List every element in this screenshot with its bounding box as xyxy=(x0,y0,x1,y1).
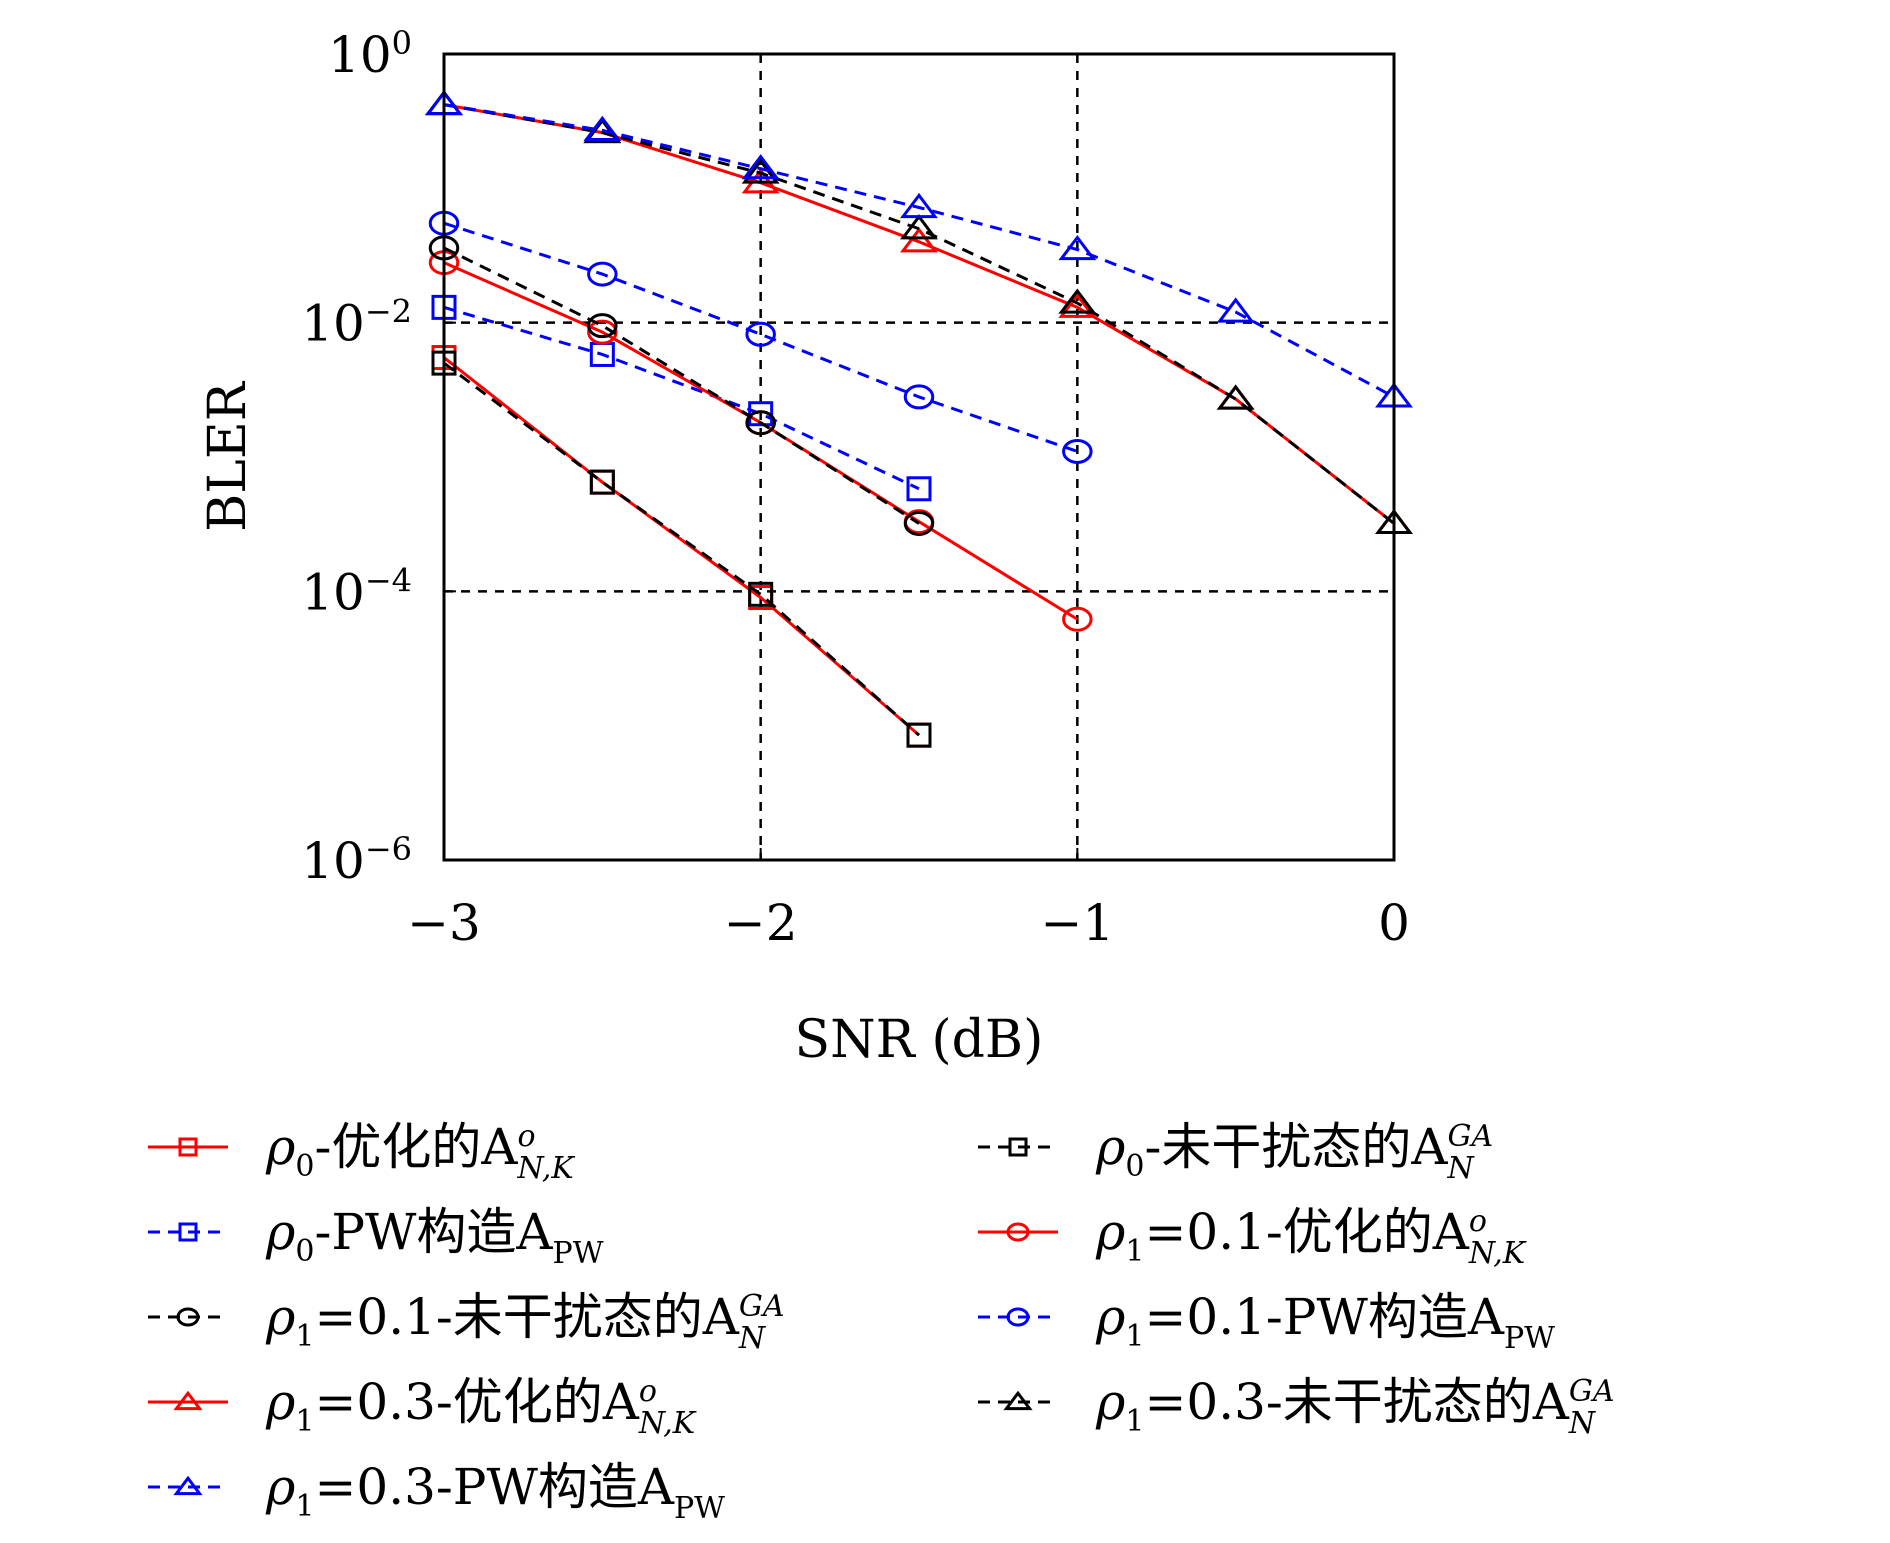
x-tick-label: −3 xyxy=(407,894,481,952)
legend-marker xyxy=(1008,1137,1028,1157)
data-point xyxy=(900,227,938,253)
data-point xyxy=(748,581,774,607)
x-axis-label: SNR (dB) xyxy=(795,1010,1044,1070)
data-point xyxy=(583,115,622,141)
legend-label: ρ1=0.3-优化的Ao N,K xyxy=(265,1373,697,1441)
data-point xyxy=(745,410,776,436)
x-tick-label: −2 xyxy=(724,894,798,952)
data-point xyxy=(1058,288,1097,314)
legend-marker xyxy=(1006,1222,1030,1242)
y-axis-ticks: 100 10−2 10−4 10−6 xyxy=(301,24,456,890)
data-point xyxy=(1216,384,1255,410)
series-line xyxy=(443,103,1395,525)
legend-label: ρ1=0.1-未干扰态的AGA N xyxy=(265,1288,785,1356)
data-point xyxy=(1062,606,1093,632)
x-tick-label: 0 xyxy=(1378,894,1410,952)
legend-marker xyxy=(178,1137,198,1157)
legend-item-s3: ρ0-PW构造APW xyxy=(148,1203,604,1271)
data-point xyxy=(1062,438,1093,464)
y-axis-label: BLER xyxy=(198,380,258,532)
data-point xyxy=(1058,292,1097,318)
series-s4 xyxy=(428,250,1093,632)
series-line xyxy=(443,103,1395,399)
legend-marker xyxy=(178,1222,198,1242)
legend-item-s7: ρ1=0.3-优化的Ao N,K xyxy=(148,1373,697,1441)
data-point xyxy=(745,321,776,347)
data-point xyxy=(748,401,774,427)
series-s3 xyxy=(431,294,932,502)
data-point xyxy=(900,214,938,240)
legend-item-s2: ρ0-未干扰态的AGA N xyxy=(978,1118,1493,1186)
series-s5 xyxy=(428,235,935,536)
legend-label: ρ0-未干扰态的AGA N xyxy=(1095,1118,1493,1186)
legend-item-s9: ρ1=0.3-PW构造APW xyxy=(148,1458,725,1526)
x-axis-ticks: −3 −2 −1 0 xyxy=(407,848,1410,952)
legend-marker xyxy=(176,1307,200,1327)
series-s1 xyxy=(431,345,932,748)
legend-item-s8: ρ1=0.3-未干扰态的AGA N xyxy=(978,1373,1615,1441)
legend-item-s5: ρ1=0.1-未干扰态的AGA N xyxy=(148,1288,785,1356)
legend-item-s6: ρ1=0.1-PW构造APW xyxy=(978,1288,1555,1356)
legend-label: ρ1=0.3-PW构造APW xyxy=(265,1458,725,1526)
legend-item-s1: ρ0-优化的Ao N,K xyxy=(148,1118,575,1186)
legend-item-s4: ρ1=0.1-优化的Ao N,K xyxy=(978,1203,1527,1271)
series-line xyxy=(443,103,1395,525)
legend-label: ρ0-PW构造APW xyxy=(265,1203,604,1271)
data-point xyxy=(587,319,618,345)
series-line xyxy=(443,361,920,737)
data-point xyxy=(589,469,615,495)
series-line xyxy=(443,221,1078,453)
series-line xyxy=(443,246,920,525)
y-tick-label: 100 xyxy=(328,24,412,84)
legend-marker xyxy=(1006,1307,1030,1327)
legend-marker xyxy=(173,1475,203,1496)
legend-marker xyxy=(173,1390,203,1411)
legend-label: ρ1=0.1-PW构造APW xyxy=(1095,1288,1555,1356)
legend-label: ρ1=0.1-优化的Ao N,K xyxy=(1095,1203,1527,1271)
data-point xyxy=(903,384,935,410)
x-tick-label: −1 xyxy=(1040,894,1114,952)
y-tick-label: 10−6 xyxy=(301,830,412,890)
data-point xyxy=(906,476,932,502)
series-layer xyxy=(425,90,1413,748)
data-point xyxy=(903,510,935,536)
legend-label: ρ1=0.3-未干扰态的AGA N xyxy=(1095,1373,1615,1441)
data-point xyxy=(741,154,780,180)
grid-lines xyxy=(444,54,1394,860)
y-tick-label: 10−4 xyxy=(301,561,412,621)
plot-frame xyxy=(442,52,1396,862)
data-point xyxy=(906,722,932,748)
legend-label: ρ0-优化的Ao N,K xyxy=(265,1118,575,1186)
data-point xyxy=(587,313,618,339)
legend-marker xyxy=(1003,1390,1033,1411)
y-tick-label: 10−2 xyxy=(301,293,412,353)
legend: ρ0-优化的Ao N,K ρ0-未干扰态的AGA N ρ0-PW构造APW ρ1=0.1-… xyxy=(148,1118,1615,1526)
data-point xyxy=(1058,234,1097,261)
series-line xyxy=(443,356,920,737)
series-s9 xyxy=(425,90,1413,408)
data-point xyxy=(1216,297,1255,323)
series-s2 xyxy=(431,350,932,748)
data-point xyxy=(587,261,618,287)
data-point xyxy=(900,192,938,219)
series-line xyxy=(443,305,920,491)
